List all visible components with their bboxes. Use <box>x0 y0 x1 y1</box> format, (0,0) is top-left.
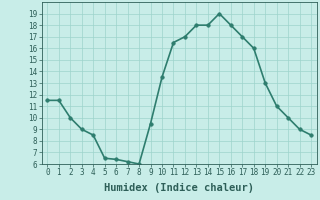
X-axis label: Humidex (Indice chaleur): Humidex (Indice chaleur) <box>104 183 254 193</box>
